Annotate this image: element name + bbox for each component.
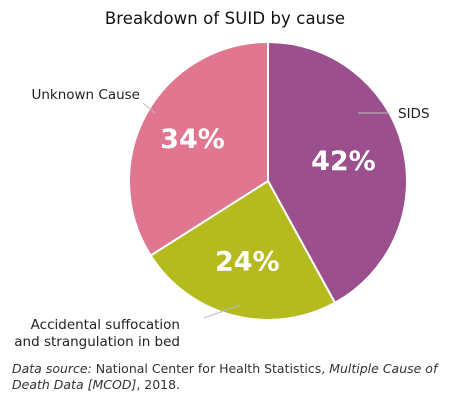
- leader-lines: [142, 102, 390, 319]
- category-label-accidental-suffocation-and-strangulation-in-bed: Accidental suffocation and strangulation …: [14, 317, 180, 350]
- pct-label-sids: 42%: [311, 146, 376, 177]
- pie-slice-unknown-cause: [128, 40, 269, 257]
- category-label-line: Unknown Cause: [31, 87, 140, 103]
- category-label-sids: SIDS: [398, 106, 430, 122]
- pie-slices: [128, 40, 408, 321]
- leader-line-unknown-cause: [142, 102, 156, 114]
- pct-label-accidental-suffocation-and-strangulation-in-bed: 24%: [215, 246, 280, 277]
- source-dataset-part2: Death Data [MCOD]: [12, 377, 137, 392]
- source-publisher: National Center for Health Statistics,: [91, 361, 330, 376]
- pct-label-unknown-cause: 34%: [160, 124, 225, 155]
- pie-slice-sids: [267, 40, 408, 305]
- category-label-line: SIDS: [398, 106, 430, 122]
- category-label-unknown-cause: Unknown Cause: [31, 87, 140, 103]
- data-source-line-1: Data source: National Center for Health …: [12, 361, 437, 376]
- data-source-line-2: Death Data [MCOD], 2018.: [12, 377, 180, 392]
- chart-title: Breakdown of SUID by cause: [104, 9, 346, 28]
- category-label-line: Accidental suffocation: [31, 317, 180, 333]
- category-labels: SIDS Accidental suffocation and strangulat…: [14, 87, 429, 350]
- source-dataset-part1: Multiple Cause of: [329, 361, 438, 376]
- source-year: , 2018.: [136, 377, 181, 392]
- source-prefix: Data source:: [12, 361, 92, 376]
- percentage-labels: 42% 24% 34%: [160, 124, 376, 277]
- pie-slice-accidental-suffocation-and-strangulation-in-bed: [149, 179, 337, 321]
- leader-line-accidental-suffocation-and-strangulation-in-bed: [203, 304, 241, 319]
- category-label-line: and strangulation in bed: [14, 334, 180, 350]
